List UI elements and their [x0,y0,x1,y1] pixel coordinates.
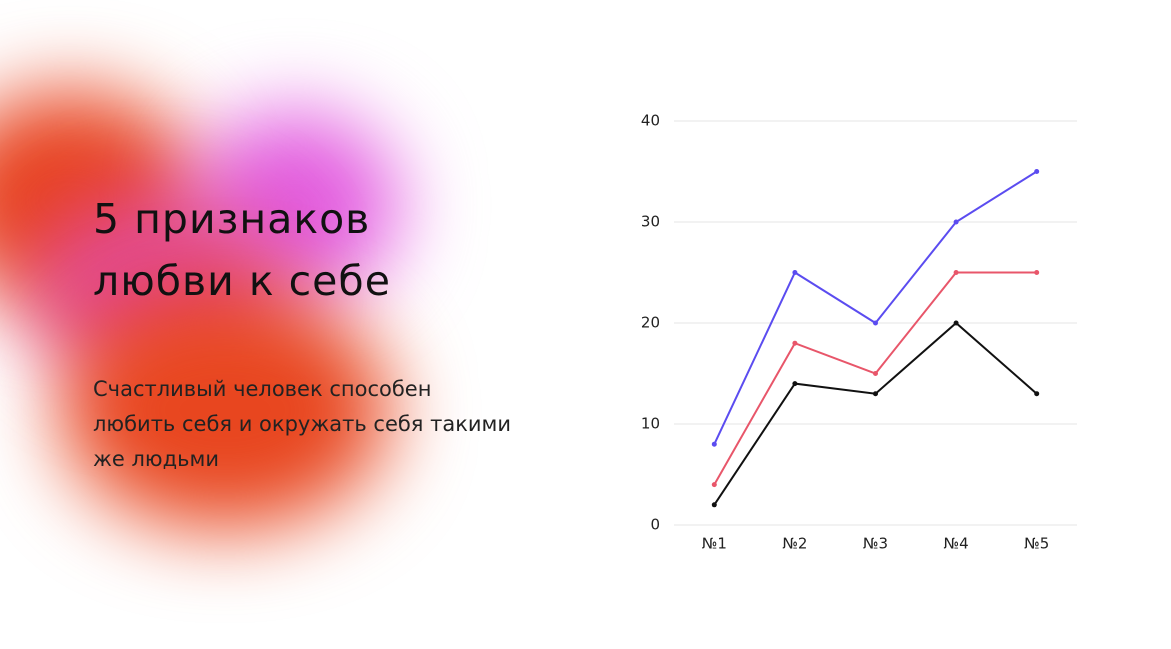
x-tick-label: №1 [702,535,727,553]
y-tick-label: 30 [641,213,660,231]
data-point [1034,169,1040,174]
slide-text: Счастливый человек способен любить себя … [93,377,512,471]
x-tick-label: №5 [1024,535,1049,553]
decor-blob [60,290,390,530]
y-tick-label: 20 [641,314,660,332]
series-line [713,170,1038,445]
data-point [873,320,878,326]
data-point [873,371,878,376]
data-point [953,219,959,225]
y-tick-label: 0 [650,516,660,534]
y-tick-label: 40 [641,112,660,130]
data-point [953,320,959,326]
y-tick-label: 10 [641,415,660,433]
data-point [1034,270,1040,275]
data-point [792,381,798,387]
series-line [713,271,1037,486]
x-tick-label: №4 [944,535,969,553]
data-point [873,391,878,397]
x-tick-label: №3 [863,535,888,553]
data-point [953,270,959,275]
data-point [792,340,798,346]
data-point [792,270,798,275]
x-tick-label: №2 [782,535,807,553]
data-point [711,502,717,508]
data-point [711,441,717,447]
data-point [711,482,717,488]
data-point [1034,391,1040,397]
slide-title: 5 признаков любви к себе [93,195,391,305]
series-line [713,321,1038,506]
